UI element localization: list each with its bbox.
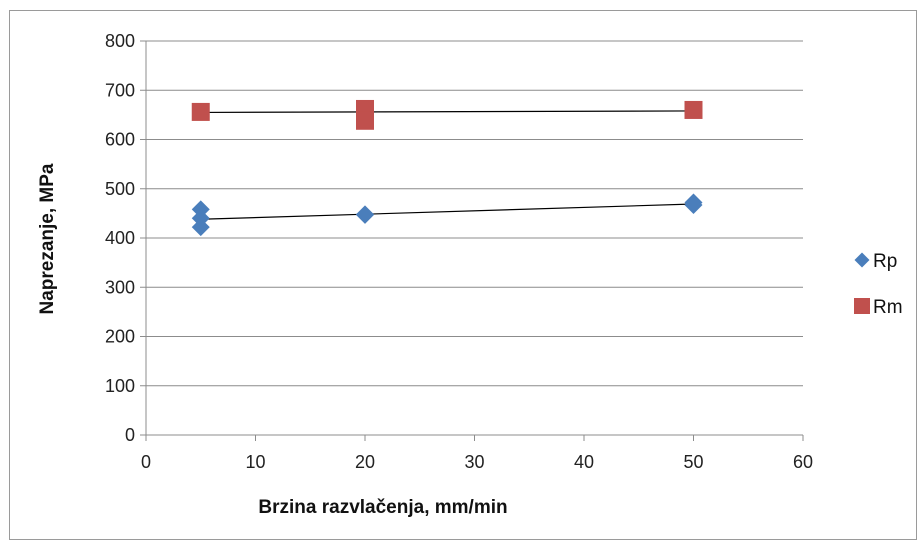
y-axis-title: Naprezanje, MPa (37, 163, 58, 314)
legend-label-rp: Rp (873, 251, 897, 272)
data-point-rp (684, 196, 703, 215)
trendline-rm (200, 110, 694, 114)
legend-marker-rm (854, 298, 870, 314)
x-tick-label: 0 (141, 452, 151, 472)
data-point-rp (191, 218, 210, 237)
x-tick-label: 60 (793, 452, 813, 472)
y-tick-label: 0 (125, 425, 135, 445)
x-axis-title: Brzina razvlačenja, mm/min (258, 497, 507, 518)
x-tick-label: 10 (245, 452, 265, 472)
y-tick-label: 700 (105, 80, 135, 100)
y-tick-label: 800 (105, 31, 135, 51)
y-tick-label: 200 (105, 327, 135, 347)
y-tick-label: 400 (105, 228, 135, 248)
y-tick-label: 300 (105, 277, 135, 297)
data-point-rm (356, 111, 374, 130)
y-tick-label: 500 (105, 179, 135, 199)
data-point-rm (191, 102, 210, 121)
legend-marker-rp (854, 252, 870, 268)
x-tick-labels: 0 10 20 30 40 50 60 (141, 452, 813, 472)
data-point-rm (684, 100, 703, 119)
data-points (191, 99, 703, 237)
trendline-rp (200, 203, 694, 220)
x-tick-label: 30 (464, 452, 484, 472)
legend: Rp Rm (854, 251, 903, 318)
y-tick-label: 100 (105, 376, 135, 396)
y-tick-label: 600 (105, 130, 135, 150)
gridlines (146, 40, 803, 387)
chart-frame: 0 100 200 300 400 500 600 700 800 0 10 20 30 40 50 60 … (9, 10, 917, 540)
x-tick-label: 40 (574, 452, 594, 472)
axes (140, 40, 804, 441)
y-tick-labels: 0 100 200 300 400 500 600 700 800 (105, 31, 135, 445)
data-point-rp (356, 205, 374, 224)
x-tick-label: 50 (683, 452, 703, 472)
trendlines (200, 110, 694, 220)
legend-label-rm: Rm (873, 297, 903, 318)
x-tick-label: 20 (355, 452, 375, 472)
